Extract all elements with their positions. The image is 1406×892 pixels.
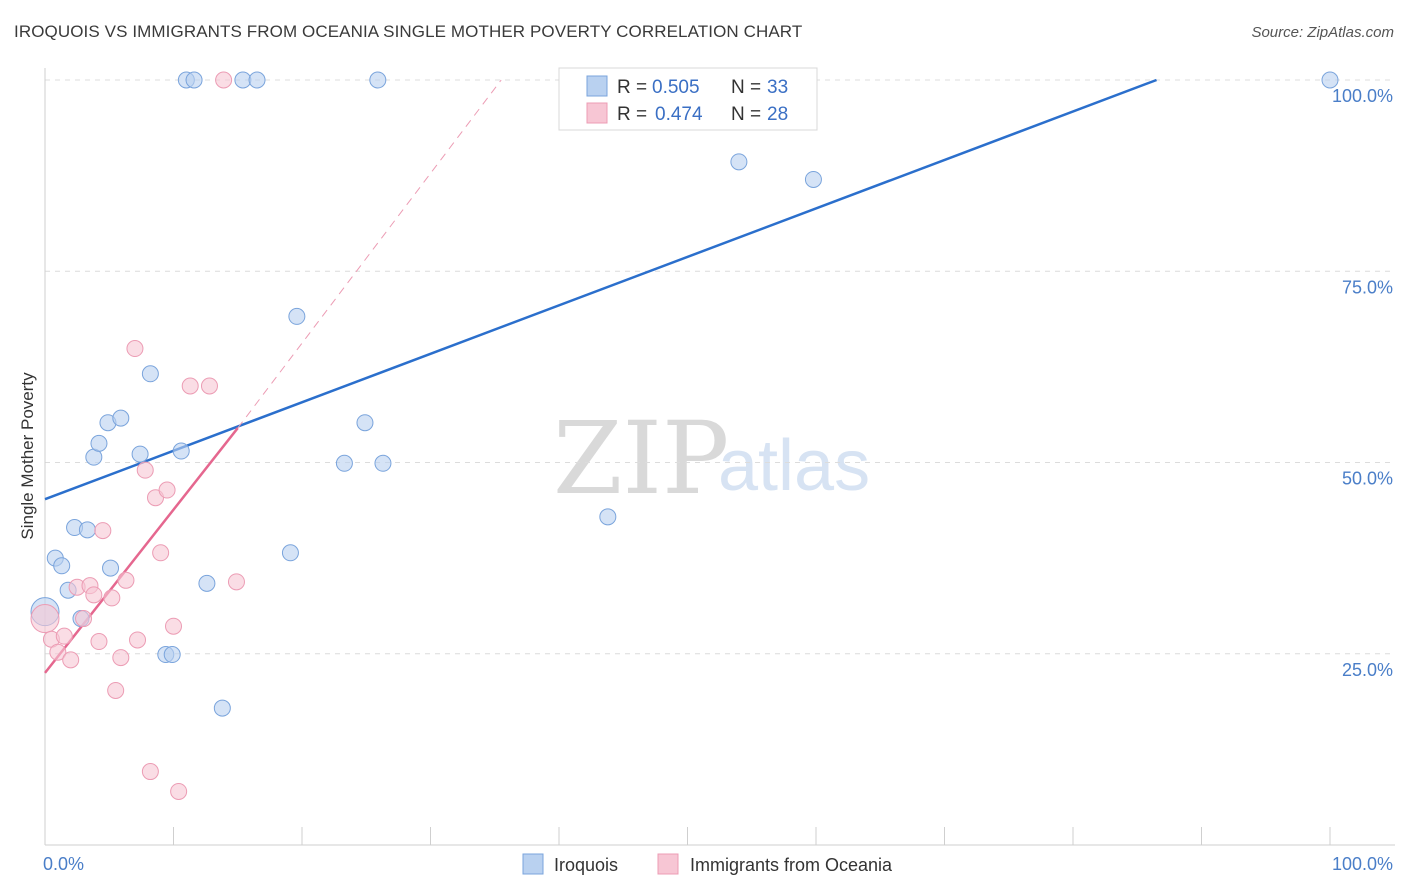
legend-n-value-oceania: 28 — [767, 104, 788, 125]
legend-r-value-oceania: 0.474 — [655, 104, 703, 125]
point-oceania-18 — [141, 763, 159, 781]
point-oceania-21 — [158, 481, 176, 499]
legend-r-label-iroquois: R = — [617, 77, 647, 98]
point-iroquois-22 — [248, 71, 266, 89]
trend-line-iroquois — [44, 78, 1157, 501]
point-oceania-20 — [152, 544, 170, 562]
chart-title: IROQUOIS VS IMMIGRANTS FROM OCEANIA SING… — [14, 22, 803, 41]
point-oceania-11 — [103, 589, 121, 607]
point-oceania-9 — [90, 633, 108, 651]
legend-n-value-iroquois: 33 — [767, 77, 788, 98]
point-layer — [30, 71, 1339, 800]
point-iroquois-8 — [90, 434, 108, 452]
bottom-legend-label-iroquois: Iroquois — [554, 855, 618, 875]
legend-swatch-iroquois — [586, 75, 608, 97]
point-iroquois-16 — [172, 442, 190, 460]
bottom-legend: Iroquois Immigrants from Oceania — [522, 853, 893, 875]
point-oceania-22 — [165, 617, 182, 635]
point-iroquois-29 — [599, 508, 617, 526]
point-iroquois-25 — [335, 454, 353, 472]
y-tick-label-25: 25.0% — [1342, 660, 1393, 680]
bottom-legend-label-oceania: Immigrants from Oceania — [690, 855, 893, 875]
bottom-legend-swatch-oceania — [657, 853, 679, 875]
point-oceania-6 — [75, 610, 93, 628]
y-tick-label-100: 100.0% — [1332, 86, 1393, 106]
y-tick-label-75: 75.0% — [1342, 277, 1393, 297]
point-iroquois-13 — [141, 365, 159, 383]
point-oceania-17 — [136, 461, 154, 479]
watermark-zip: ZIP — [553, 400, 729, 517]
point-iroquois-23 — [281, 544, 299, 562]
point-oceania-24 — [181, 377, 199, 395]
point-oceania-27 — [227, 573, 245, 591]
legend-n-label-iroquois: N = — [731, 77, 761, 98]
point-oceania-15 — [126, 340, 144, 358]
point-iroquois-10 — [102, 559, 120, 577]
trend-line-layer — [44, 78, 1157, 674]
point-oceania-8 — [85, 586, 103, 604]
legend-n-label-oceania: N = — [731, 104, 761, 125]
point-iroquois-18 — [185, 71, 203, 89]
point-iroquois-24 — [288, 307, 306, 325]
point-oceania-12 — [107, 681, 125, 699]
legend-swatch-oceania — [586, 102, 608, 124]
point-iroquois-15 — [163, 646, 181, 664]
point-oceania-26 — [215, 71, 233, 89]
point-iroquois-2 — [53, 557, 71, 575]
point-iroquois-26 — [356, 414, 374, 432]
x-tick-label-max: 100.0% — [1332, 854, 1393, 874]
point-oceania-2 — [49, 643, 67, 661]
trend-line-oceania — [44, 427, 239, 674]
point-oceania-3 — [55, 627, 73, 645]
grid-layer — [45, 79, 1395, 655]
point-oceania-13 — [112, 649, 130, 667]
legend-r-label-oceania: R = — [617, 104, 647, 125]
point-oceania-4 — [62, 651, 80, 669]
point-oceania-0 — [30, 604, 60, 634]
y-axis-label: Single Mother Poverty — [18, 372, 37, 540]
point-iroquois-12 — [131, 445, 149, 463]
point-iroquois-20 — [213, 699, 231, 717]
axis-layer: 25.0% 50.0% 75.0% 100.0% 0.0% 100.0% — [43, 68, 1395, 874]
point-iroquois-27 — [369, 71, 387, 89]
bottom-legend-swatch-iroquois — [522, 853, 544, 875]
point-iroquois-28 — [374, 454, 392, 472]
x-tick-label-min: 0.0% — [43, 854, 84, 874]
legend-r-value-iroquois: 0.505 — [652, 77, 700, 98]
point-iroquois-30 — [730, 153, 748, 171]
point-oceania-16 — [129, 631, 147, 649]
point-iroquois-19 — [198, 574, 216, 592]
watermark-atlas: atlas — [718, 426, 870, 506]
point-iroquois-11 — [112, 409, 130, 427]
point-iroquois-6 — [78, 521, 96, 539]
point-iroquois-21 — [234, 71, 252, 89]
trend-line-oceania-extension — [237, 79, 502, 429]
legend-box: R = 0.505 N = 33 R = 0.474 N = 28 — [558, 67, 818, 131]
point-oceania-10 — [94, 522, 112, 540]
y-tick-label-50: 50.0% — [1342, 469, 1393, 489]
point-iroquois-31 — [804, 170, 822, 188]
point-iroquois-32 — [1321, 71, 1339, 89]
point-oceania-23 — [170, 782, 188, 800]
chart-source: Source: ZipAtlas.com — [1251, 24, 1394, 41]
point-oceania-25 — [200, 377, 218, 395]
point-oceania-14 — [117, 571, 135, 589]
